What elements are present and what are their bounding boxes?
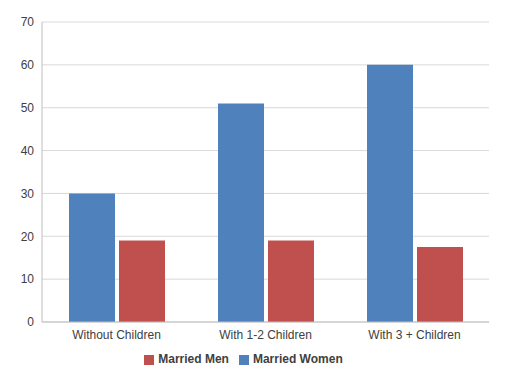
html-text:Married Women: Married Women bbox=[252, 352, 343, 366]
svg-text:With 3 + Children: With 3 + Children bbox=[368, 328, 460, 342]
svg-text:Without Children: Without Children bbox=[72, 328, 161, 342]
svg-text:10: 10 bbox=[21, 272, 35, 286]
svg-text:0: 0 bbox=[27, 315, 34, 329]
svg-text:50: 50 bbox=[21, 101, 35, 115]
svg-text:40: 40 bbox=[21, 144, 35, 158]
svg-text:60: 60 bbox=[21, 58, 35, 72]
svg-text:70: 70 bbox=[21, 15, 35, 29]
html-text:Married Men: Married Men bbox=[158, 352, 229, 366]
svg-text:With 1-2 Children: With 1-2 Children bbox=[219, 328, 312, 342]
svg-text:20: 20 bbox=[21, 230, 35, 244]
svg-text:30: 30 bbox=[21, 187, 35, 201]
